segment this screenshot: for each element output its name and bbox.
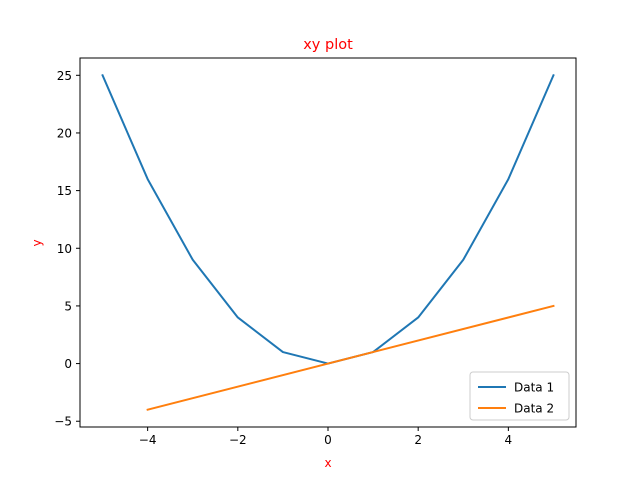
axes-layer: −4 −2 0 2 4 −5 0 5 10 15 20 25 [54, 57, 577, 447]
x-tick-label: 0 [324, 433, 332, 447]
y-tick-label: 20 [57, 126, 72, 140]
x-tick-label: −2 [229, 433, 247, 447]
y-tick-label: 10 [57, 242, 72, 256]
y-tick-label: 0 [64, 357, 72, 371]
y-tick-label: 25 [57, 69, 72, 83]
y-tick-label: 5 [64, 299, 72, 313]
y-axis-label: y [30, 239, 44, 246]
legend: Data 1 Data 2 [469, 371, 570, 421]
x-tick-label: 2 [414, 433, 422, 447]
series-line-2 [146, 304, 555, 411]
legend-label-2: Data 2 [514, 402, 554, 416]
x-tick-label: 4 [505, 433, 513, 447]
x-axis-label: x [324, 456, 331, 470]
series-layer [101, 73, 555, 411]
y-tick-label: 15 [57, 184, 72, 198]
chart-title: xy plot [303, 37, 353, 53]
legend-label-1: Data 1 [514, 381, 554, 395]
y-tick-label: −5 [54, 415, 72, 429]
plot-area: −4 −2 0 2 4 −5 0 5 10 15 20 25 [54, 57, 577, 447]
x-tick-label: −4 [139, 433, 157, 447]
